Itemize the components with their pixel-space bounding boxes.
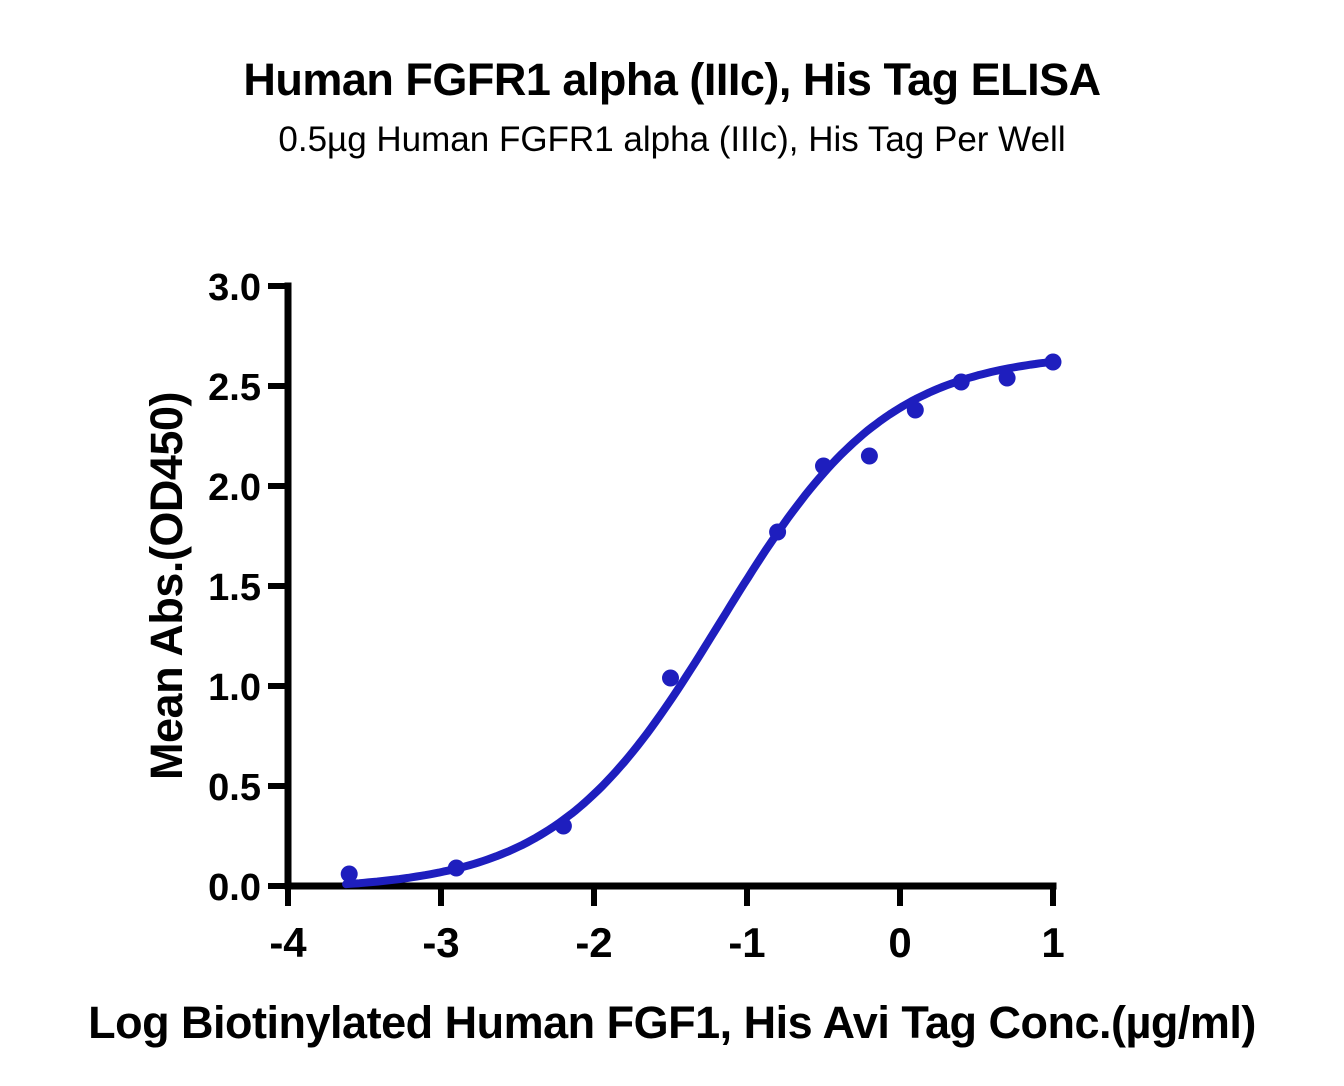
y-tick-label: 0.5	[208, 767, 261, 809]
data-point	[952, 373, 970, 391]
x-tick-label: -3	[422, 919, 459, 966]
data-point	[662, 669, 679, 687]
chart-title: Human FGFR1 alpha (IIIc), His Tag ELISA	[243, 54, 1100, 105]
y-tick-label: 0.0	[208, 867, 261, 909]
x-axis-label: Log Biotinylated Human FGF1, His Avi Tag…	[88, 997, 1256, 1048]
x-tick-label: -2	[575, 919, 612, 966]
x-tick-label: -4	[269, 919, 307, 966]
data-point	[769, 523, 787, 541]
chart-subtitle: 0.5µg Human FGFR1 alpha (IIIc), His Tag …	[278, 120, 1065, 159]
y-tick-label: 3.0	[208, 267, 261, 309]
y-axis-label: Mean Abs.(OD450)	[141, 392, 192, 780]
data-point	[906, 401, 924, 419]
data-point	[1044, 353, 1062, 371]
data-point	[860, 447, 878, 465]
data-point	[554, 817, 572, 835]
data-point	[815, 457, 832, 475]
x-tick-label: 1	[1041, 919, 1064, 966]
data-point	[447, 859, 465, 877]
x-tick-label: 0	[888, 919, 911, 966]
data-point	[340, 865, 358, 883]
data-points	[340, 353, 1062, 883]
y-tick-label: 1.5	[208, 567, 261, 609]
y-tick-label: 2.5	[208, 367, 261, 409]
axes: -4 -3 -2 -1 0 1 0.0 0.5 1.0 1.5 2.0 2.5 3.0	[208, 267, 1065, 966]
fit-curve-line	[342, 357, 1057, 889]
y-tick-label: 1.0	[208, 667, 261, 709]
y-tick-label: 2.0	[208, 467, 261, 509]
x-tick-label: -1	[728, 919, 765, 966]
data-point	[998, 369, 1016, 387]
